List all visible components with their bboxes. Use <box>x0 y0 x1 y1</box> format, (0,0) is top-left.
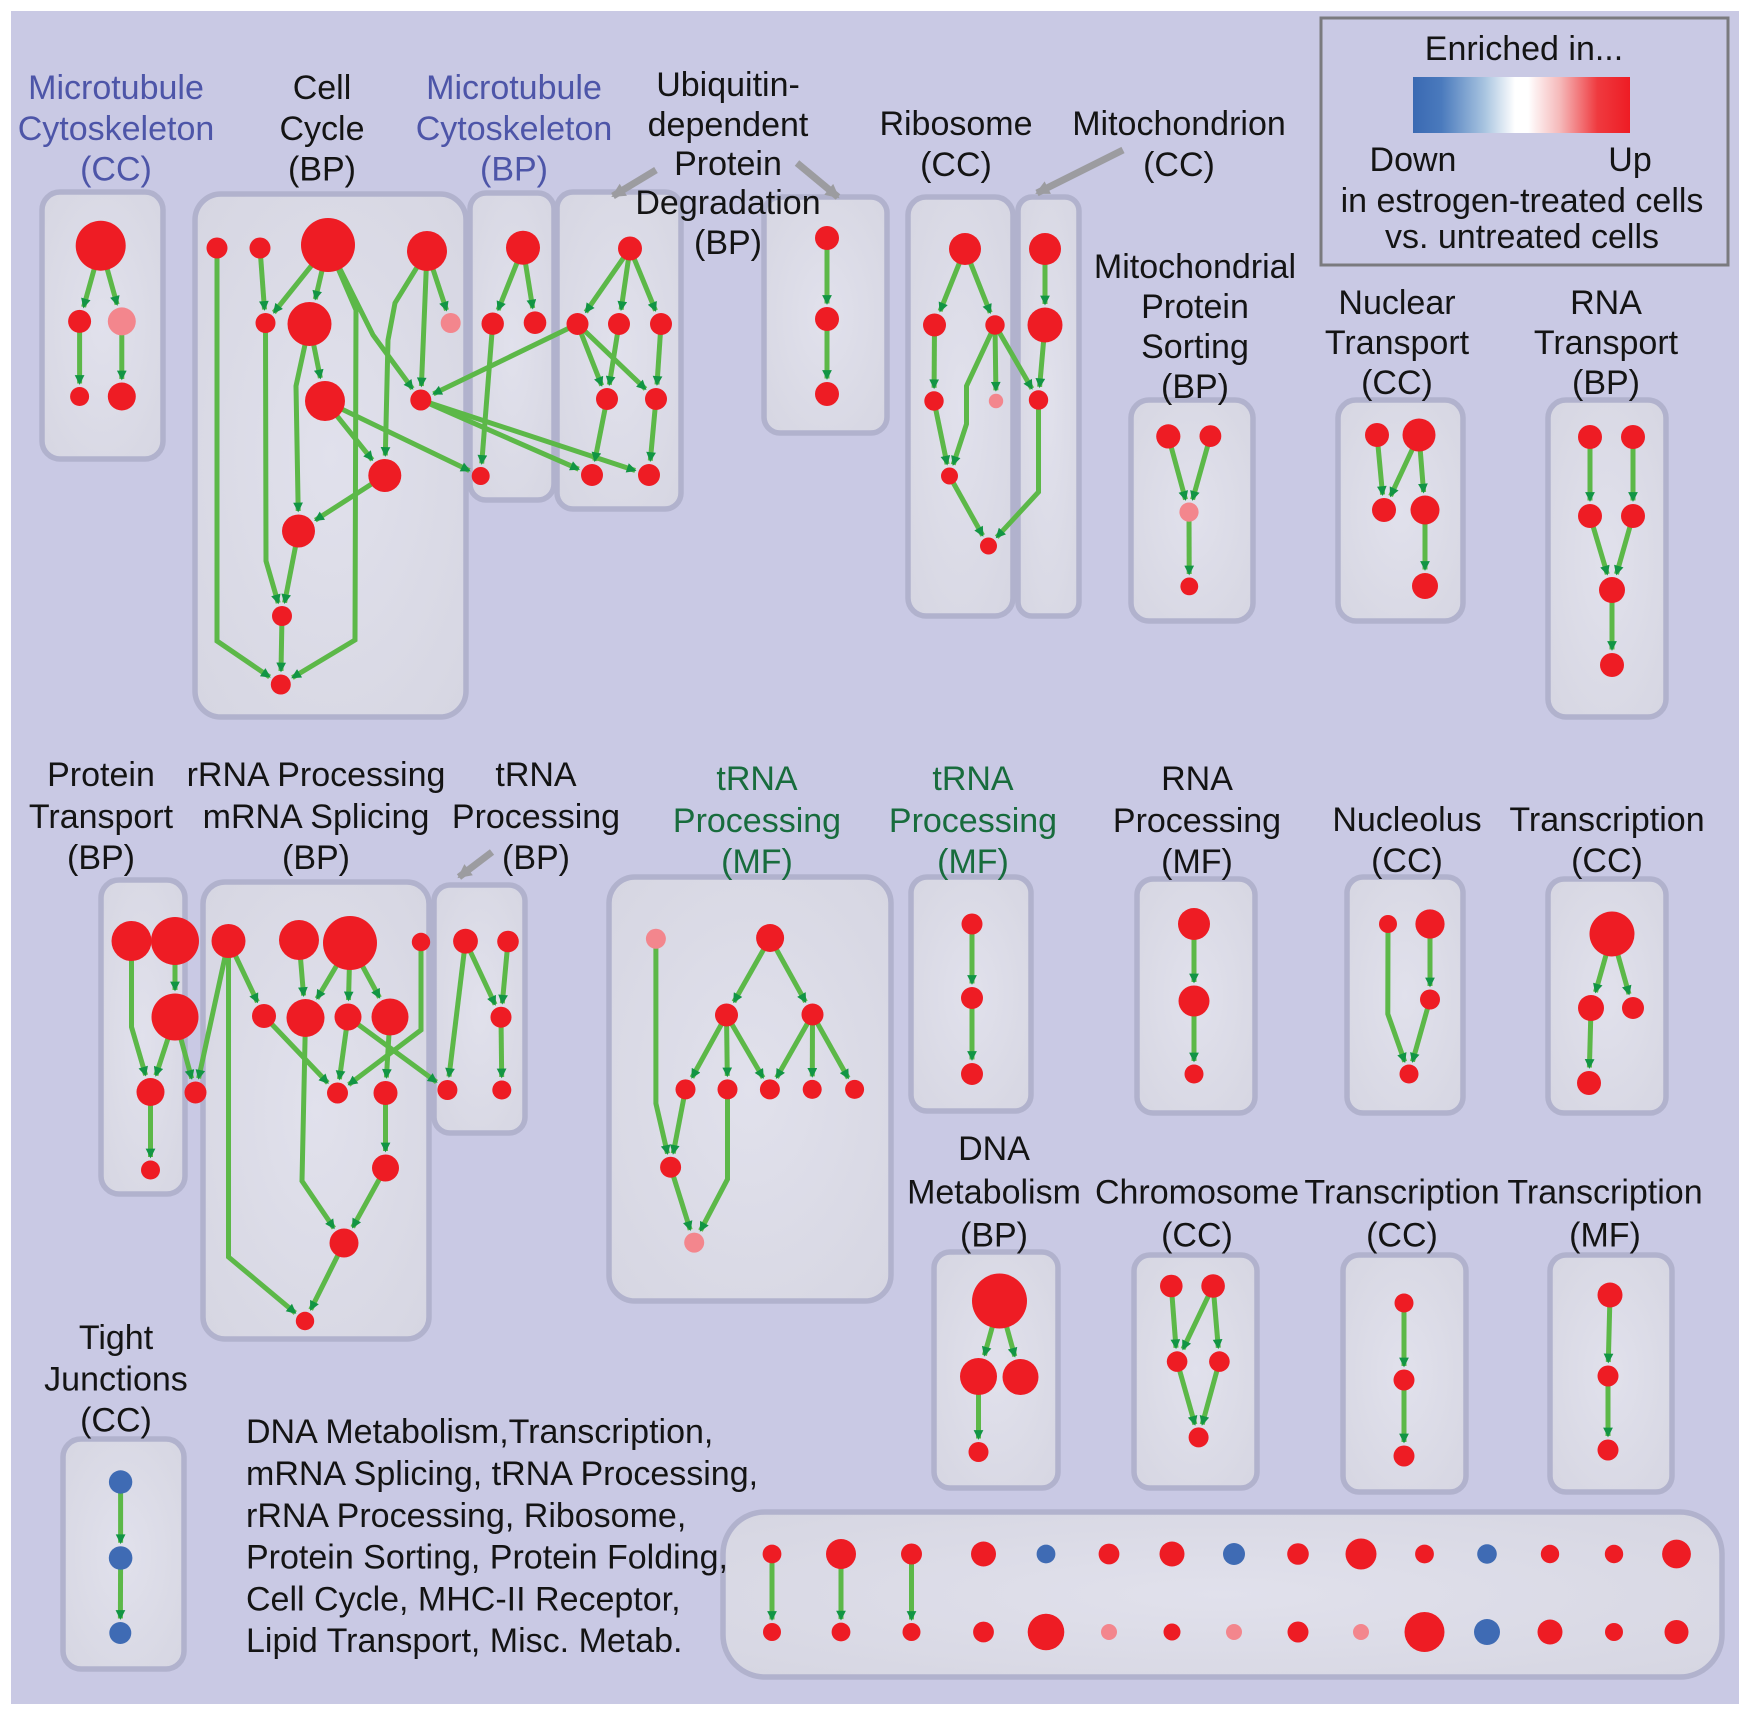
svg-text:Nucleolus: Nucleolus <box>1332 801 1481 839</box>
svg-text:(BP): (BP) <box>480 151 548 189</box>
svg-text:Down: Down <box>1370 141 1457 179</box>
svg-text:Mitochondrion: Mitochondrion <box>1072 105 1286 143</box>
svg-text:DNA: DNA <box>958 1130 1030 1168</box>
svg-text:(BP): (BP) <box>960 1217 1028 1255</box>
svg-text:Transcription: Transcription <box>1507 1174 1702 1212</box>
svg-text:(CC): (CC) <box>1361 364 1433 402</box>
svg-text:Microtubule: Microtubule <box>28 69 204 107</box>
svg-text:(MF): (MF) <box>937 843 1009 881</box>
svg-text:(MF): (MF) <box>1569 1217 1641 1255</box>
svg-text:(CC): (CC) <box>1161 1217 1233 1255</box>
svg-text:Processing: Processing <box>1113 802 1281 840</box>
svg-text:(CC): (CC) <box>80 1402 152 1440</box>
svg-text:(BP): (BP) <box>282 839 350 877</box>
svg-text:(BP): (BP) <box>1161 368 1229 406</box>
svg-text:Transport: Transport <box>1325 324 1470 362</box>
svg-text:Ribosome: Ribosome <box>879 105 1032 143</box>
svg-text:Sorting: Sorting <box>1141 328 1249 366</box>
svg-text:dependent: dependent <box>648 106 809 144</box>
svg-text:(MF): (MF) <box>1161 843 1233 881</box>
svg-text:Protein: Protein <box>1141 288 1249 326</box>
svg-text:rRNA Processing, Ribosome,: rRNA Processing, Ribosome, <box>246 1497 686 1535</box>
svg-text:Cytoskeleton: Cytoskeleton <box>416 110 613 148</box>
svg-text:Transport: Transport <box>29 798 174 836</box>
svg-text:tRNA: tRNA <box>716 760 798 798</box>
svg-text:(CC): (CC) <box>1571 842 1643 880</box>
svg-text:Processing: Processing <box>452 798 620 836</box>
svg-text:(BP): (BP) <box>502 839 570 877</box>
svg-text:Tight: Tight <box>79 1319 154 1357</box>
svg-text:(BP): (BP) <box>67 839 135 877</box>
svg-text:Protein: Protein <box>47 756 155 794</box>
svg-text:DNA Metabolism,Transcription,: DNA Metabolism,Transcription, <box>246 1413 713 1451</box>
svg-text:Microtubule: Microtubule <box>426 69 602 107</box>
svg-text:(MF): (MF) <box>721 843 793 881</box>
svg-text:Cytoskeleton: Cytoskeleton <box>18 110 215 148</box>
svg-text:RNA: RNA <box>1570 284 1642 322</box>
svg-text:(CC): (CC) <box>1143 146 1215 184</box>
svg-text:Transcription: Transcription <box>1509 801 1704 839</box>
svg-text:(CC): (CC) <box>1366 1217 1438 1255</box>
svg-text:mRNA Splicing: mRNA Splicing <box>203 798 430 836</box>
svg-text:Transcription: Transcription <box>1304 1174 1499 1212</box>
svg-text:Up: Up <box>1608 141 1651 179</box>
svg-text:Cell Cycle, MHC-II Receptor,: Cell Cycle, MHC-II Receptor, <box>246 1581 681 1619</box>
svg-text:(BP): (BP) <box>1572 364 1640 402</box>
svg-text:Metabolism: Metabolism <box>907 1174 1081 1212</box>
svg-text:Processing: Processing <box>889 802 1057 840</box>
svg-text:Cycle: Cycle <box>279 110 364 148</box>
svg-text:Mitochondrial: Mitochondrial <box>1094 248 1296 286</box>
svg-text:tRNA: tRNA <box>495 756 577 794</box>
svg-text:(BP): (BP) <box>288 151 356 189</box>
svg-text:(CC): (CC) <box>1371 842 1443 880</box>
svg-text:mRNA Splicing, tRNA Processing: mRNA Splicing, tRNA Processing, <box>246 1455 758 1493</box>
svg-text:Nuclear: Nuclear <box>1338 284 1455 322</box>
svg-text:Enriched in...: Enriched in... <box>1425 30 1623 68</box>
svg-text:(CC): (CC) <box>80 151 152 189</box>
svg-text:Lipid Transport, Misc. Metab.: Lipid Transport, Misc. Metab. <box>246 1622 683 1660</box>
svg-text:rRNA Processing: rRNA Processing <box>187 756 446 794</box>
svg-text:Protein Sorting, Protein Foldi: Protein Sorting, Protein Folding, <box>246 1539 728 1577</box>
svg-text:(BP): (BP) <box>694 224 762 262</box>
svg-text:RNA: RNA <box>1161 760 1233 798</box>
svg-text:(CC): (CC) <box>920 146 992 184</box>
svg-text:in estrogen-treated cells: in estrogen-treated cells <box>1341 182 1704 220</box>
svg-text:Ubiquitin-: Ubiquitin- <box>656 66 800 104</box>
svg-text:Processing: Processing <box>673 802 841 840</box>
svg-text:Chromosome: Chromosome <box>1095 1174 1299 1212</box>
svg-text:Degradation: Degradation <box>635 184 820 222</box>
svg-text:vs. untreated cells: vs. untreated cells <box>1385 218 1659 256</box>
svg-text:Protein: Protein <box>674 145 782 183</box>
svg-text:Cell: Cell <box>293 69 352 107</box>
svg-text:tRNA: tRNA <box>932 760 1014 798</box>
svg-text:Junctions: Junctions <box>44 1361 188 1399</box>
svg-text:Transport: Transport <box>1534 324 1679 362</box>
